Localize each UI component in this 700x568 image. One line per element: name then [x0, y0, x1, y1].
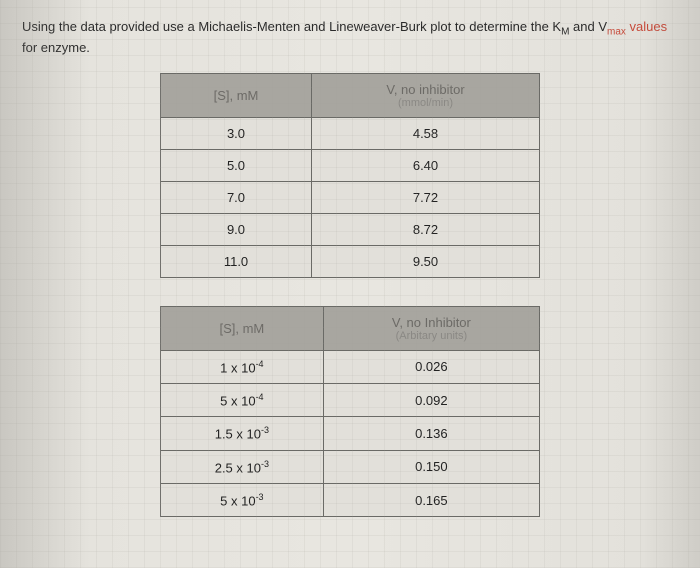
table-2-header-v-sub: (Arbitary units)	[334, 330, 529, 342]
cell-s: 2.5 x 10-3	[161, 450, 324, 483]
cell-s-exp: -3	[261, 459, 269, 469]
cell-s-pre: 5 x 10	[220, 493, 255, 508]
cell-s-pre: 1 x 10	[220, 360, 255, 375]
cell-s: 11.0	[161, 245, 312, 277]
cell-v: 8.72	[312, 213, 540, 245]
page-shadow-right	[640, 0, 700, 568]
cell-s-exp: -4	[256, 392, 264, 402]
table-2-header-v-main: V, no Inhibitor	[334, 315, 529, 330]
prompt-text-mid: and V	[569, 19, 607, 34]
page: Using the data provided use a Michaelis-…	[0, 0, 700, 568]
cell-s-pre: 1.5 x 10	[215, 427, 261, 442]
table-2-header-v: V, no Inhibitor (Arbitary units)	[323, 306, 539, 350]
table-1-header-s: [S], mM	[161, 73, 312, 117]
cell-v: 6.40	[312, 149, 540, 181]
page-shadow-left	[0, 0, 90, 568]
cell-s: 9.0	[161, 213, 312, 245]
prompt-sub-vmax: max	[607, 27, 626, 38]
cell-s-pre: 5 x 10	[220, 393, 255, 408]
cell-s: 5.0	[161, 149, 312, 181]
cell-s-exp: -4	[256, 359, 264, 369]
table-row: 5 x 10-30.165	[161, 483, 540, 516]
cell-v: 0.165	[323, 483, 539, 516]
cell-s: 1.5 x 10-3	[161, 417, 324, 450]
table-row: 1.5 x 10-30.136	[161, 417, 540, 450]
table-2: [S], mM V, no Inhibitor (Arbitary units)…	[160, 306, 540, 518]
table-row: 2.5 x 10-30.150	[161, 450, 540, 483]
cell-s: 5 x 10-3	[161, 483, 324, 516]
cell-s: 3.0	[161, 117, 312, 149]
table-row: 1 x 10-40.026	[161, 350, 540, 383]
table-2-header-s-text: [S], mM	[171, 321, 313, 336]
table-2-header-row: [S], mM V, no Inhibitor (Arbitary units)	[161, 306, 540, 350]
table-1-header-row: [S], mM V, no inhibitor (mmol/min)	[161, 73, 540, 117]
table-2-body: 1 x 10-40.026 5 x 10-40.092 1.5 x 10-30.…	[161, 350, 540, 517]
cell-s-pre: 2.5 x 10	[215, 460, 261, 475]
table-2-header-s: [S], mM	[161, 306, 324, 350]
table-row: 5 x 10-40.092	[161, 383, 540, 416]
table-row: 3.04.58	[161, 117, 540, 149]
table-1-header-v-main: V, no inhibitor	[322, 82, 529, 97]
table-1-header-v-sub: (mmol/min)	[322, 97, 529, 109]
cell-v: 0.026	[323, 350, 539, 383]
table-1-header-v: V, no inhibitor (mmol/min)	[312, 73, 540, 117]
prompt-text-after: for enzyme.	[22, 40, 90, 55]
prompt-values-word: values	[626, 19, 667, 34]
cell-s: 1 x 10-4	[161, 350, 324, 383]
table-1: [S], mM V, no inhibitor (mmol/min) 3.04.…	[160, 73, 540, 278]
cell-s-exp: -3	[256, 492, 264, 502]
table-row: 7.07.72	[161, 181, 540, 213]
cell-v: 0.092	[323, 383, 539, 416]
table-row: 5.06.40	[161, 149, 540, 181]
cell-v: 0.136	[323, 417, 539, 450]
cell-s: 7.0	[161, 181, 312, 213]
table-1-body: 3.04.58 5.06.40 7.07.72 9.08.72 11.09.50	[161, 117, 540, 277]
prompt-text-1: Using the data provided use a Michaelis-…	[22, 19, 561, 34]
cell-v: 9.50	[312, 245, 540, 277]
question-prompt: Using the data provided use a Michaelis-…	[22, 18, 678, 57]
table-row: 11.09.50	[161, 245, 540, 277]
table-row: 9.08.72	[161, 213, 540, 245]
table-1-header-s-text: [S], mM	[171, 88, 301, 103]
cell-v: 4.58	[312, 117, 540, 149]
cell-s: 5 x 10-4	[161, 383, 324, 416]
cell-s-exp: -3	[261, 425, 269, 435]
cell-v: 7.72	[312, 181, 540, 213]
cell-v: 0.150	[323, 450, 539, 483]
